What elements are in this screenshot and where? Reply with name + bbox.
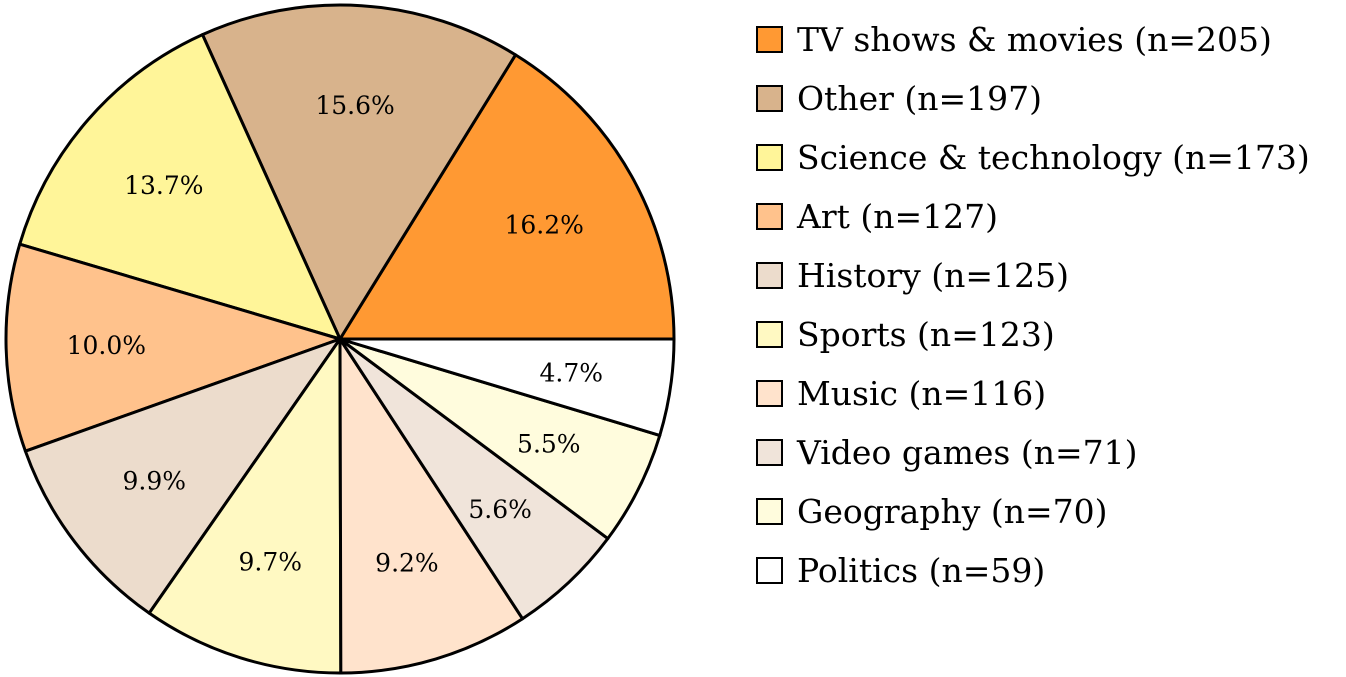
- pie-pct-label: 13.7%: [124, 171, 203, 200]
- legend-swatch: [756, 557, 783, 584]
- legend-swatch: [756, 380, 783, 407]
- legend-label: Video games (n=71): [797, 433, 1138, 472]
- legend-item: Geography (n=70): [756, 482, 1344, 541]
- pie-pct-label: 9.2%: [375, 549, 439, 578]
- legend-item: TV shows & movies (n=205): [756, 10, 1344, 69]
- pie-slice-other: [200, 3, 518, 341]
- legend-item: Other (n=197): [756, 69, 1344, 128]
- legend-swatch: [756, 498, 783, 525]
- legend-swatch: [756, 439, 783, 466]
- pie-pct-label: 4.7%: [540, 359, 604, 388]
- legend: TV shows & movies (n=205) Other (n=197) Sc…: [756, 10, 1344, 600]
- pie-slice-politics: [338, 337, 676, 437]
- legend-label: TV shows & movies (n=205): [797, 20, 1272, 59]
- pie-pct-label: 10.0%: [67, 331, 146, 360]
- pie-pct-label: 15.6%: [315, 91, 394, 120]
- pie-slice-art: [4, 242, 342, 453]
- legend-swatch: [756, 203, 783, 230]
- legend-item: History (n=125): [756, 246, 1344, 305]
- pie-pct-label: 16.2%: [504, 211, 583, 240]
- pie-pct-label: 9.7%: [239, 548, 303, 577]
- legend-swatch: [756, 321, 783, 348]
- pie-slice-history: [23, 337, 342, 615]
- legend-item: Music (n=116): [756, 364, 1344, 423]
- legend-item: Art (n=127): [756, 187, 1344, 246]
- pie-labels: 16.2% 15.6% 13.7% 10.0% 9.9% 9.7% 9.2% 5.6% 5.5%…: [67, 91, 603, 577]
- legend-item: Science & technology (n=173): [756, 128, 1344, 187]
- legend-label: Art (n=127): [797, 197, 998, 236]
- legend-label: Politics (n=59): [797, 551, 1046, 590]
- legend-swatch: [756, 26, 783, 53]
- legend-label: History (n=125): [797, 256, 1069, 295]
- pie-pct-label: 5.6%: [468, 495, 532, 524]
- pie-slice-science-technology: [18, 33, 342, 341]
- pie-slice-tv-shows-movies: [338, 53, 676, 341]
- legend-swatch: [756, 85, 783, 112]
- pie-slice-sports: [147, 337, 343, 675]
- legend-item: Politics (n=59): [756, 541, 1344, 600]
- legend-label: Other (n=197): [797, 79, 1043, 118]
- legend-swatch: [756, 262, 783, 289]
- pie-plot: 16.2% 15.6% 13.7% 10.0% 9.9% 9.7% 9.2% 5.6% 5.5%…: [4, 3, 676, 675]
- pie-pct-label: 5.5%: [517, 430, 581, 459]
- legend-label: Sports (n=123): [797, 315, 1055, 354]
- pie-wedges: [4, 3, 676, 675]
- pie-pct-label: 9.9%: [122, 466, 186, 495]
- legend-label: Music (n=116): [797, 374, 1047, 413]
- legend-item: Video games (n=71): [756, 423, 1344, 482]
- legend-label: Geography (n=70): [797, 492, 1108, 531]
- legend-label: Science & technology (n=173): [797, 138, 1310, 177]
- legend-item: Sports (n=123): [756, 305, 1344, 364]
- legend-swatch: [756, 144, 783, 171]
- pie-slice-music: [338, 337, 525, 675]
